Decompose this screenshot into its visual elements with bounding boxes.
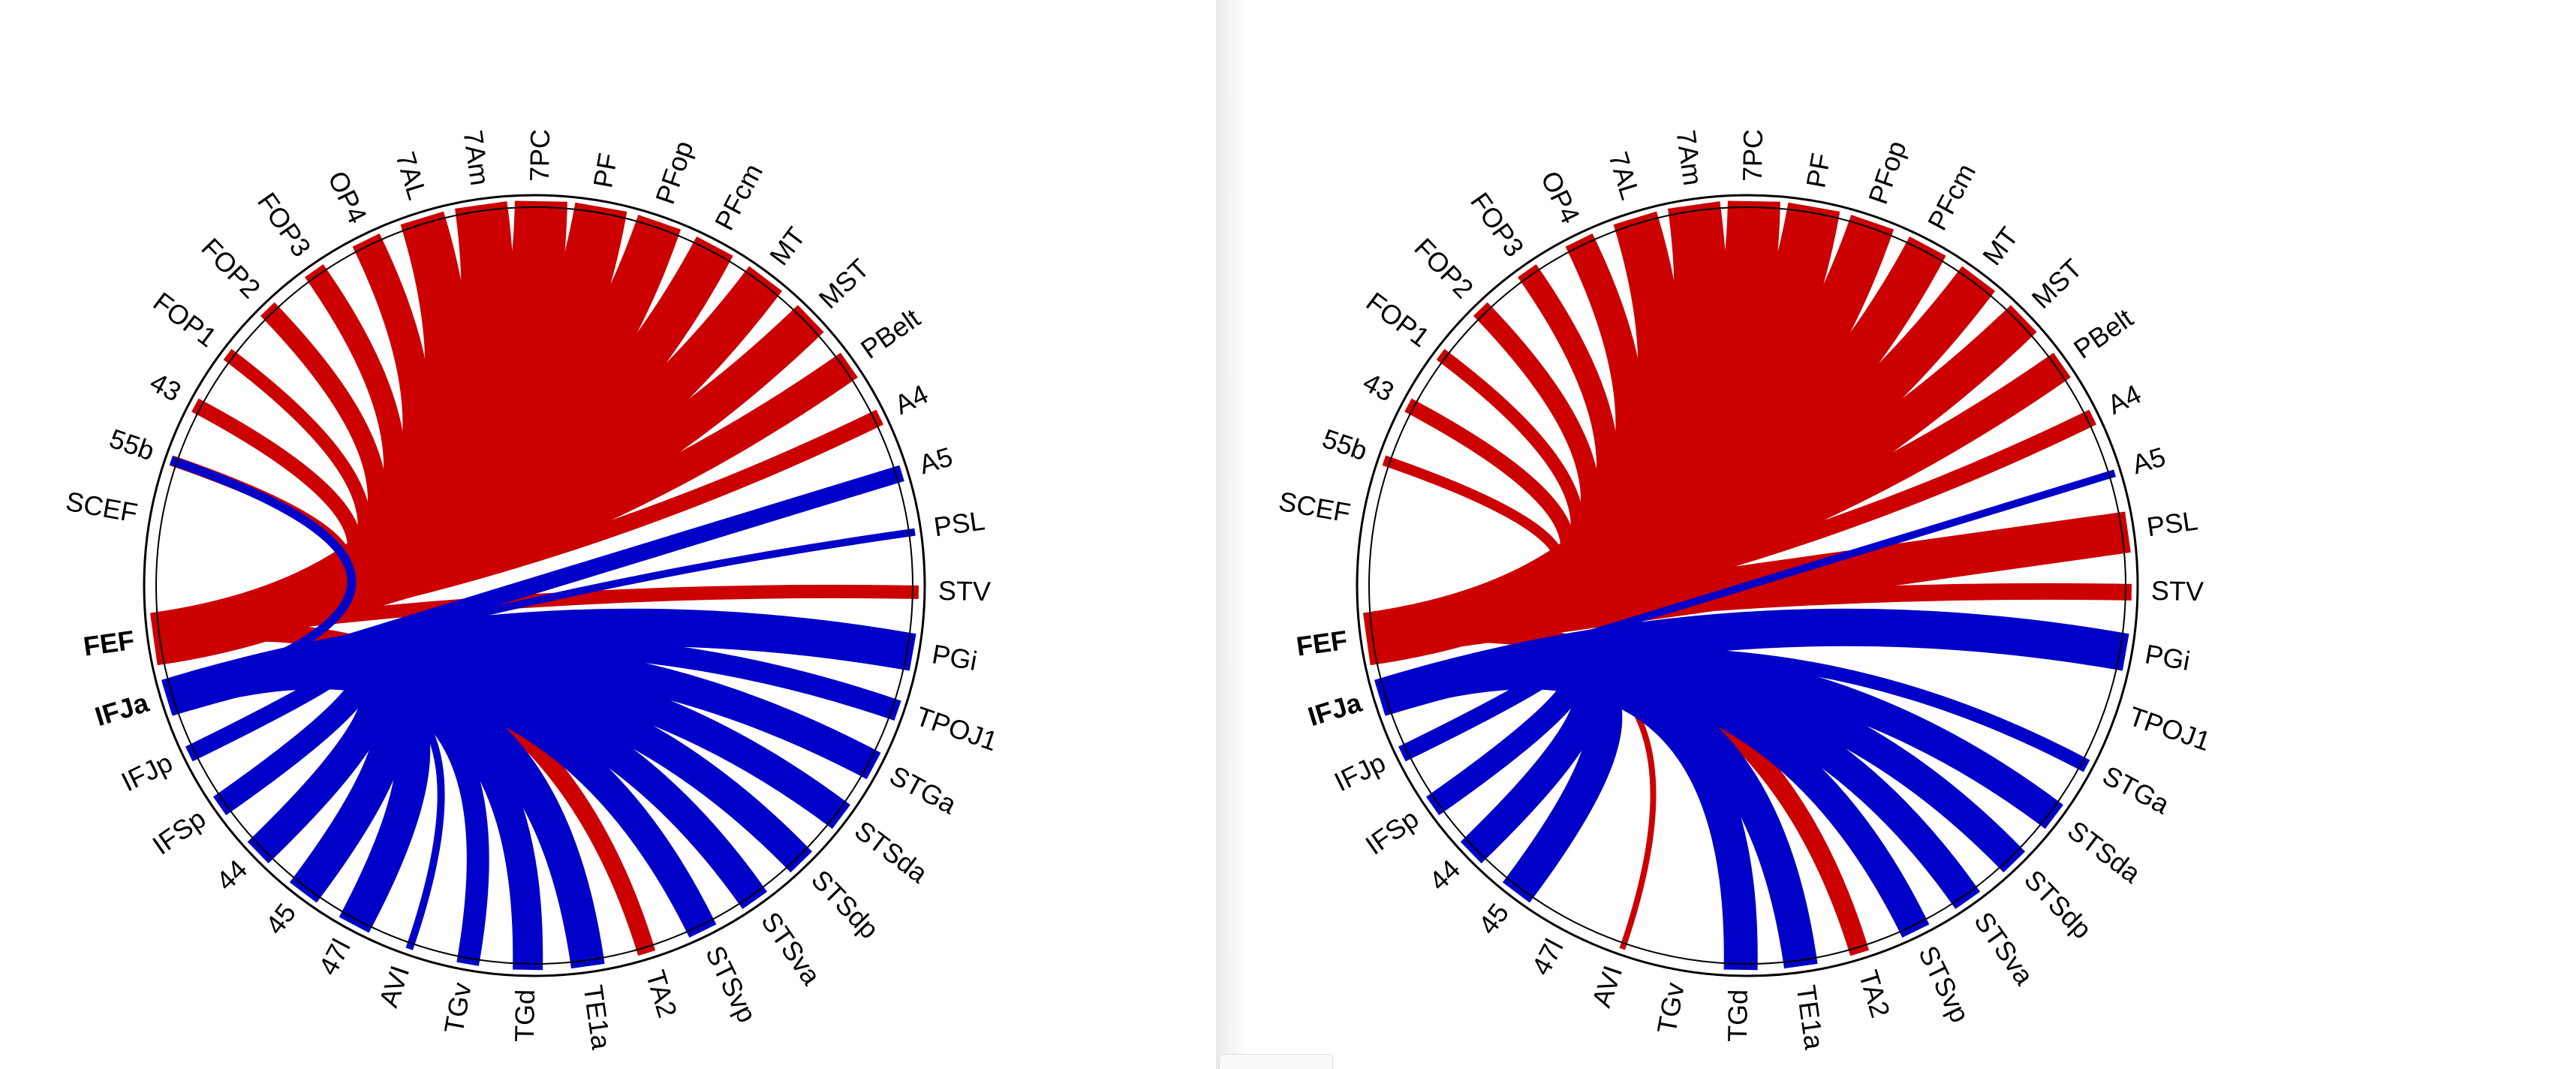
region-label-pfcm: PFcm (1921, 158, 1982, 235)
region-label-43: 43 (1358, 366, 1399, 408)
region-label-ifsp: IFSp (1360, 803, 1425, 860)
region-label-scef: SCEF (1277, 486, 1353, 528)
region-label-pbelt: PBelt (2068, 303, 2138, 365)
region-label-psl: PSL (2145, 504, 2200, 542)
region-label-fop1: FOP1 (1361, 286, 1436, 353)
connection-group (150, 200, 919, 971)
region-label-fef: FEF (1295, 625, 1350, 662)
region-label-tpoj1: TPOJ1 (2125, 700, 2214, 757)
region-label-te1a: TE1a (578, 983, 618, 1052)
region-label-a5: A5 (2129, 441, 2169, 480)
region-label-tgd: TGd (1722, 989, 1753, 1042)
bottom-tab[interactable] (1219, 1054, 1333, 1069)
region-label-ifsp: IFSp (147, 803, 212, 860)
region-label-ifja: IFJa (92, 687, 153, 733)
region-label-psl: PSL (932, 504, 987, 542)
region-label-pbelt: PBelt (855, 303, 925, 365)
left-panel: SCEF 55b 43 FOP1 FOP2 FOP3 OP4 7AL 7Am 7PC PF PFop P… (0, 0, 1216, 1069)
region-label-ifjp: IFJp (1329, 747, 1390, 798)
region-label-stsva: STSva (1968, 906, 2040, 991)
region-label-7pc: 7PC (524, 129, 555, 182)
region-label-45: 45 (259, 898, 302, 941)
panel-divider[interactable] (1216, 0, 1249, 1069)
region-label-7al: 7AL (390, 148, 433, 203)
region-label-stsvp: STSvp (1912, 941, 1976, 1027)
region-label-stv: STV (938, 575, 992, 607)
region-label-scef: SCEF (64, 486, 140, 528)
region-label-mt: MT (763, 221, 811, 271)
region-label-fop2: FOP2 (195, 232, 266, 304)
outer-ring (1356, 194, 2139, 977)
region-label-mst: MST (813, 253, 875, 315)
region-label-op4: OP4 (322, 166, 373, 228)
inner-ring (1368, 206, 2126, 965)
region-label-7pc: 7PC (1737, 129, 1768, 182)
region-label-pfcm: PFcm (709, 158, 769, 235)
connection-group (1363, 200, 2132, 971)
region-label-fop1: FOP1 (148, 286, 223, 353)
region-label-pgi: PGi (930, 638, 980, 676)
region-label-ta2: TA2 (640, 967, 684, 1022)
region-label-7am: 7Am (457, 128, 495, 188)
inner-ring (155, 206, 913, 965)
region-label-tgv: TGv (1651, 980, 1690, 1036)
region-label-stsdp: STSdp (805, 864, 885, 945)
region-label-pgi: PGi (2143, 638, 2192, 676)
region-label-fop3: FOP3 (251, 187, 317, 263)
connection-ifja-ifjp (1377, 644, 1578, 762)
region-label-45: 45 (1472, 898, 1515, 941)
region-label-stga: STGa (2098, 760, 2175, 821)
region-label-7am: 7Am (1670, 128, 1708, 188)
region-label-fop3: FOP3 (1464, 187, 1530, 263)
region-label-stsda: STSda (849, 815, 934, 890)
region-label-te1a: TE1a (1791, 983, 1831, 1052)
region-label-ifjp: IFJp (116, 747, 177, 798)
region-label-tgd: TGd (509, 989, 540, 1042)
region-label-7al: 7AL (1602, 148, 1646, 203)
region-label-47l: 47l (1525, 934, 1569, 980)
region-label-stv: STV (2151, 575, 2204, 607)
region-label-stsda: STSda (2062, 815, 2147, 890)
region-label-pfop: PFop (649, 137, 700, 208)
region-label-tgv: TGv (438, 980, 477, 1036)
region-label-a4: A4 (2102, 378, 2146, 420)
connection-ifja-ifjp (164, 644, 365, 762)
region-label-avi: AVI (373, 962, 416, 1011)
region-label-44: 44 (1423, 854, 1466, 896)
region-label-55b: 55b (1319, 423, 1371, 466)
region-label-47l: 47l (312, 934, 357, 980)
region-label-stsvp: STSvp (700, 941, 763, 1027)
region-label-mt: MT (1976, 221, 2024, 271)
region-label-43: 43 (145, 366, 186, 408)
region-label-pf: PF (1800, 151, 1836, 190)
region-label-mst: MST (2026, 253, 2088, 315)
region-label-stsva: STSva (755, 906, 827, 991)
region-label-op4: OP4 (1535, 166, 1586, 228)
region-label-fef: FEF (82, 625, 137, 662)
region-label-ifja: IFJa (1305, 687, 1366, 733)
region-label-stsdp: STSdp (2018, 864, 2098, 945)
right-panel: SCEF 55b 43 FOP1 FOP2 FOP3 OP4 7AL 7Am 7PC PF PFop P… (1249, 0, 2576, 1069)
outer-ring (143, 194, 926, 977)
region-label-stga: STGa (885, 760, 962, 821)
region-label-a5: A5 (916, 441, 956, 480)
region-label-tpoj1: TPOJ1 (912, 700, 1001, 757)
region-label-a4: A4 (889, 378, 933, 420)
region-label-avi: AVI (1586, 962, 1629, 1011)
region-label-55b: 55b (106, 423, 158, 466)
region-label-pfop: PFop (1862, 137, 1912, 208)
region-label-44: 44 (210, 854, 253, 896)
region-label-ta2: TA2 (1853, 967, 1897, 1022)
region-label-pf: PF (587, 151, 623, 190)
region-label-fop2: FOP2 (1408, 232, 1479, 304)
